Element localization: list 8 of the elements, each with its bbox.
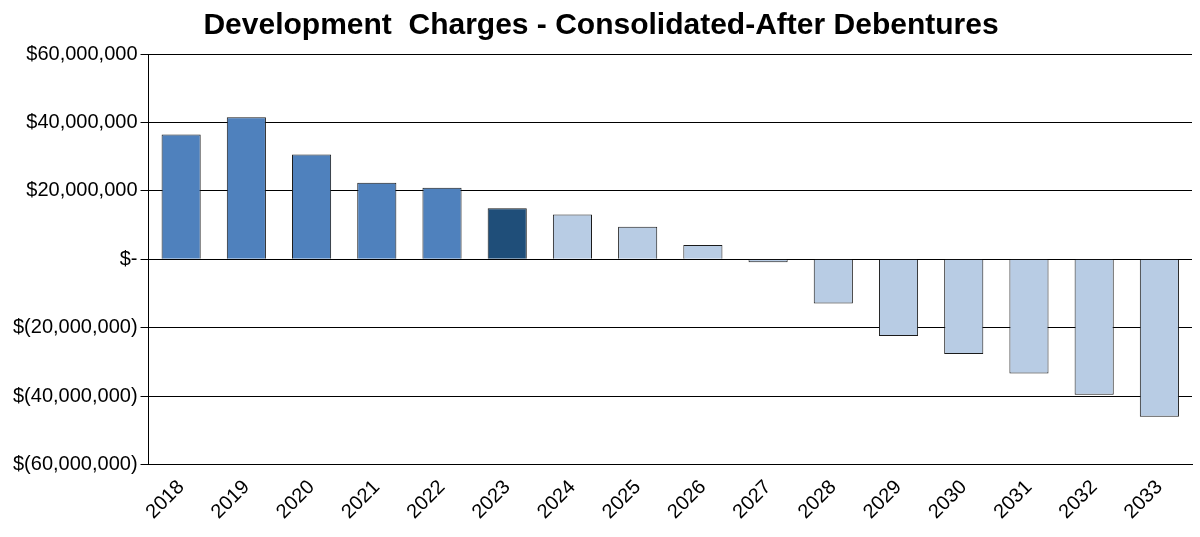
y-tick-label: $- [119, 246, 138, 269]
chart-title: Development Charges - Consolidated-After Debentures [203, 7, 999, 41]
y-tick-label: $20,000,000 [26, 178, 138, 201]
y-tick-label: $(60,000,000) [12, 452, 138, 475]
y-tick-label: $40,000,000 [26, 109, 138, 132]
y-tick-label: $60,000,000 [26, 41, 138, 64]
y-tick-label: $(40,000,000) [12, 383, 138, 406]
y-tick-label: $(20,000,000) [12, 315, 138, 338]
